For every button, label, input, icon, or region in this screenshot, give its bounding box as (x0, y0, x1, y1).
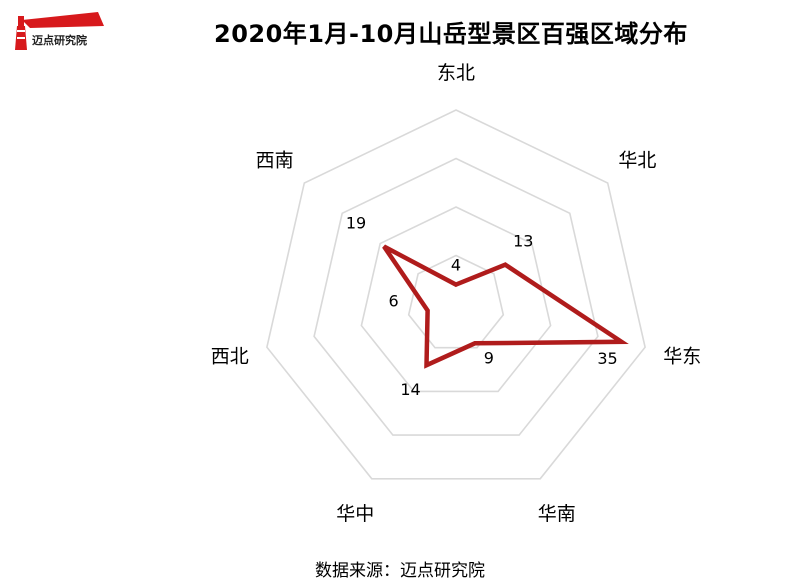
data-source: 数据来源：迈点研究院 (315, 561, 485, 581)
category-label: 华南 (538, 503, 576, 525)
category-label: 西南 (256, 149, 294, 171)
category-label: 东北 (437, 62, 475, 84)
lighthouse-logo-icon (15, 12, 104, 50)
data-label: 9 (484, 348, 494, 367)
logo-text: 迈点研究院 (32, 34, 87, 47)
category-label: 华东 (663, 346, 701, 368)
category-label: 华中 (336, 503, 374, 525)
data-label: 6 (389, 292, 399, 311)
grid-ring (313, 157, 599, 436)
data-label: 19 (346, 214, 366, 233)
data-label: 35 (597, 349, 617, 368)
grid-ring (266, 109, 646, 480)
chart-title: 2020年1月-10月山岳型景区百强区域分布 (214, 20, 688, 48)
grid-ring (407, 254, 505, 349)
series-line (382, 244, 629, 369)
data-label: 4 (451, 256, 461, 275)
data-label: 13 (513, 232, 533, 251)
category-label: 西北 (211, 346, 249, 368)
category-label: 华北 (618, 149, 656, 171)
data-label: 14 (400, 380, 420, 399)
grid-ring (360, 206, 552, 393)
brand-logo: 迈点研究院 (8, 6, 108, 52)
